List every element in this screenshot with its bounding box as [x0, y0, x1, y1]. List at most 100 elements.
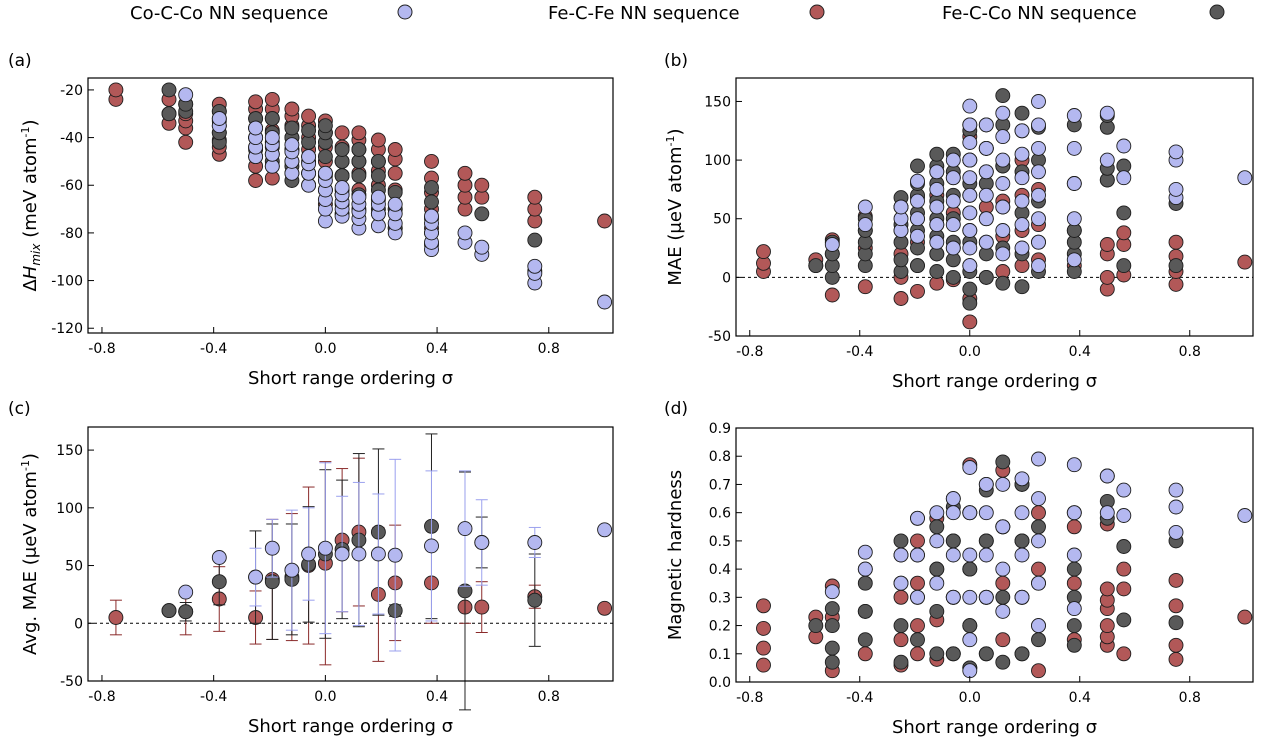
y-tick-label: -80 [60, 226, 83, 242]
data-point [351, 125, 367, 141]
data-point [929, 533, 945, 549]
data-point [857, 646, 873, 662]
data-point [1066, 176, 1082, 191]
data-point [178, 604, 194, 620]
data-point [1168, 651, 1184, 667]
data-point [962, 460, 978, 475]
data-point [424, 538, 439, 554]
data-point [893, 547, 909, 563]
data-point [893, 618, 909, 634]
data-point [929, 505, 945, 521]
data-point [1031, 258, 1046, 274]
data-point [1066, 108, 1082, 123]
data-point [1066, 252, 1082, 268]
data-point [1066, 519, 1082, 535]
data-point [1031, 575, 1046, 591]
data-point [962, 258, 978, 274]
data-point [1031, 140, 1046, 156]
data-point [301, 546, 317, 562]
data-point [1031, 663, 1046, 679]
data-point [178, 134, 194, 150]
data-point [351, 168, 367, 184]
data-point [962, 117, 978, 133]
data-point [334, 180, 350, 196]
data-point [1116, 561, 1132, 577]
data-point [1168, 572, 1184, 588]
data-point [474, 177, 490, 193]
data-point [857, 199, 873, 215]
data-point [1237, 170, 1253, 186]
data-point [978, 646, 994, 662]
data-point [1031, 632, 1046, 648]
data-point [824, 640, 840, 656]
data-point [1014, 170, 1030, 186]
data-point [995, 176, 1011, 191]
y-axis-label: Avg. MAE (μeV atom-1) [19, 453, 41, 655]
data-point [370, 132, 386, 148]
data-point [756, 620, 771, 636]
data-point [1116, 612, 1132, 628]
panel-label: (b) [664, 51, 688, 71]
data-point [857, 279, 873, 295]
panel-label: (c) [8, 399, 31, 419]
data-point [264, 111, 280, 126]
y-tick-label: -120 [51, 321, 83, 337]
x-axis-label: Short range ordering σ [892, 717, 1097, 738]
y-axis-label: MAE (μeV atom-1) [664, 128, 686, 285]
legend-marker [1209, 4, 1225, 20]
data-point [1116, 170, 1132, 186]
data-point [264, 130, 280, 146]
x-tick-label: -0.4 [846, 344, 873, 360]
data-point [929, 181, 945, 197]
x-axis-label: Short range ordering σ [248, 368, 453, 389]
data-point [1014, 589, 1030, 605]
data-point [1066, 457, 1082, 473]
data-point [910, 283, 925, 299]
x-tick-label: 0.4 [426, 341, 448, 357]
y-tick-label: 100 [56, 501, 83, 517]
data-point [597, 294, 613, 310]
data-point [962, 632, 978, 648]
data-point [334, 125, 350, 141]
data-point [929, 234, 945, 250]
data-point [995, 589, 1011, 605]
data-point [962, 135, 978, 150]
y-tick-label: -50 [708, 329, 731, 345]
data-point [962, 240, 978, 256]
data-point [962, 223, 978, 238]
data-point [978, 211, 994, 227]
y-axis-label: Magnetic hardness [665, 470, 686, 640]
data-point [334, 142, 350, 157]
x-tick-label: 0.0 [959, 344, 981, 360]
data-point [1168, 181, 1184, 197]
y-tick-label: 0.3 [709, 590, 731, 606]
data-point [1014, 193, 1030, 209]
data-point [910, 510, 925, 526]
data-point [893, 291, 909, 306]
data-point [1031, 211, 1046, 227]
data-point [284, 137, 300, 153]
data-point [995, 88, 1011, 104]
data-point [1168, 499, 1184, 515]
legend-marker [809, 4, 825, 20]
data-point [1168, 482, 1184, 498]
data-point [1031, 618, 1046, 634]
data-point [756, 244, 771, 260]
data-point [893, 575, 909, 591]
data-point [824, 584, 840, 600]
data-point [910, 173, 925, 189]
y-tick-label: 0.0 [709, 675, 731, 691]
data-point [929, 603, 945, 619]
data-point [910, 533, 925, 549]
data-point [317, 165, 333, 181]
data-point [317, 149, 333, 165]
data-point [108, 82, 124, 98]
data-point [1014, 105, 1030, 121]
x-tick-label: 0.8 [538, 689, 560, 705]
data-point [284, 120, 300, 136]
data-point [978, 117, 994, 133]
data-point [945, 533, 961, 549]
data-point [962, 314, 978, 330]
data-point [1116, 508, 1132, 523]
